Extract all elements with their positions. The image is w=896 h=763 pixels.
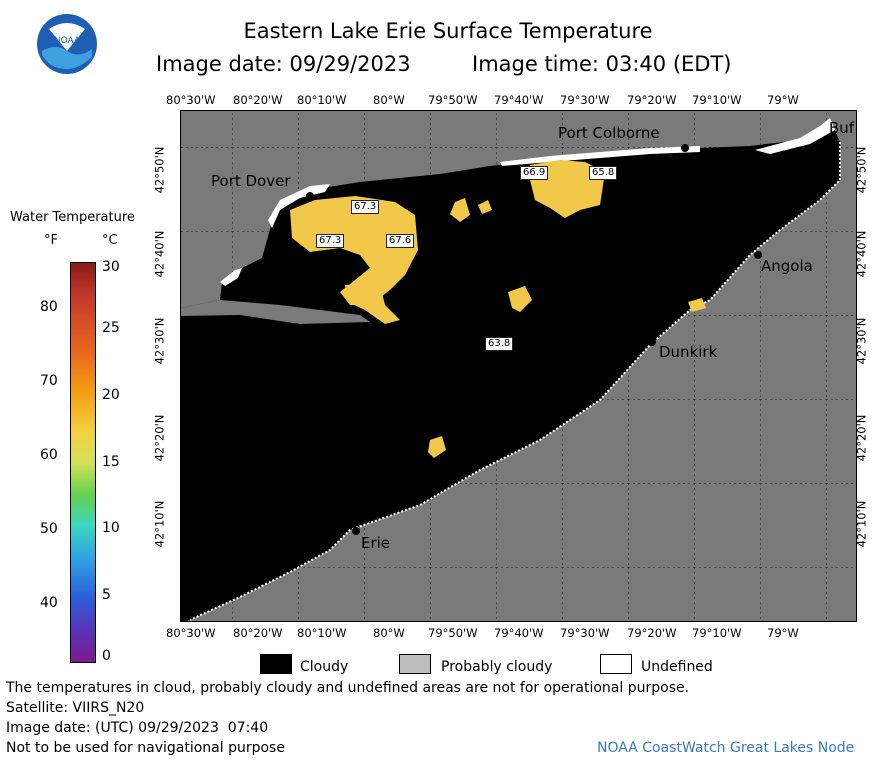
warm-water-patch <box>688 298 706 312</box>
scale-tick-c: 0 <box>102 648 111 664</box>
city-marker <box>352 527 360 535</box>
city-label-erie: Erie <box>361 534 391 552</box>
color-scale-bar <box>70 262 96 663</box>
logo-text: NOAA <box>54 36 81 46</box>
lon-label-bottom: 79°30'W <box>560 626 610 640</box>
lon-label-bottom: 80°W <box>373 626 405 640</box>
lon-label-top: 80°W <box>373 93 405 107</box>
legend-label-probably-cloudy: Probably cloudy <box>441 659 553 675</box>
footer-navigation-note: Not to be used for navigational purpose <box>6 740 285 756</box>
warm-water-patch <box>508 286 532 312</box>
undefined-strip <box>268 184 330 228</box>
legend-swatch-probably-cloudy <box>399 654 431 674</box>
city-marker <box>648 338 656 346</box>
temp-label: 67.3 <box>316 234 345 248</box>
lon-label-top: 80°10'W <box>297 93 347 107</box>
temp-label: 67.6 <box>386 234 415 248</box>
scale-tick-f: 40 <box>40 595 58 611</box>
lon-label-bottom: 79°W <box>767 626 799 640</box>
lon-label-top: 80°20'W <box>233 93 283 107</box>
city-label-angola: Angola <box>761 257 813 275</box>
scale-title: Water Temperature <box>10 210 135 225</box>
lon-label-top: 79°10'W <box>692 93 742 107</box>
lon-label-bottom: 80°10'W <box>297 626 347 640</box>
scale-tick-c: 10 <box>102 520 120 536</box>
lake-map <box>180 110 857 622</box>
lat-label-left: 42°20'N <box>152 414 167 462</box>
scale-unit-c: °C <box>102 233 118 248</box>
probably-cloudy-area <box>180 300 370 324</box>
undefined-strip <box>500 146 700 166</box>
lat-label-left: 42°50'N <box>152 146 167 194</box>
coastline <box>189 142 841 621</box>
map-title: Eastern Lake Erie Surface Temperature <box>243 19 653 43</box>
scale-tick-c: 25 <box>102 320 120 336</box>
scale-tick-f: 70 <box>40 373 58 389</box>
warm-water-patch <box>450 198 470 222</box>
lon-label-bottom: 80°30'W <box>166 626 216 640</box>
city-label-port-colborne: Port Colborne <box>558 124 660 142</box>
scale-tick-f: 60 <box>40 447 58 463</box>
lon-label-bottom: 79°20'W <box>627 626 677 640</box>
scale-tick-c: 15 <box>102 454 120 470</box>
lon-label-top: 79°50'W <box>428 93 478 107</box>
footer-satellite: Satellite: VIIRS_N20 <box>6 700 145 716</box>
temp-label: 66.9 <box>520 166 549 180</box>
image-time: Image time: 03:40 (EDT) <box>472 52 732 76</box>
warm-water-patch <box>428 436 446 458</box>
lon-label-top: 79°30'W <box>560 93 610 107</box>
warm-water-patch <box>290 196 418 305</box>
scale-unit-f: °F <box>44 233 58 248</box>
city-marker <box>754 251 762 259</box>
temp-label: 63.8 <box>485 337 514 351</box>
city-marker <box>824 136 832 144</box>
legend-swatch-cloudy <box>260 654 292 674</box>
scale-tick-f: 50 <box>40 521 58 537</box>
lon-label-top: 79°40'W <box>494 93 544 107</box>
image-date: Image date: 09/29/2023 <box>156 52 411 76</box>
map-frame <box>180 110 857 622</box>
warm-water-patch <box>478 200 492 214</box>
city-label-buffalo: Buf <box>829 119 855 137</box>
undefined-strip <box>755 118 835 154</box>
legend-label-undefined: Undefined <box>641 659 713 675</box>
noaa-logo: NOAA <box>36 13 98 75</box>
temp-label: 67.3 <box>351 200 380 214</box>
scale-tick-f: 80 <box>40 299 58 315</box>
legend-swatch-undefined <box>600 654 632 674</box>
footer-utc-date: Image date: (UTC) 09/29/2023 07:40 <box>6 720 269 736</box>
lon-label-bottom: 79°40'W <box>494 626 544 640</box>
footer-credit: NOAA CoastWatch Great Lakes Node <box>597 740 855 756</box>
footer-disclaimer: The temperatures in cloud, probably clou… <box>6 680 690 696</box>
undefined-strip <box>220 268 242 286</box>
temp-label: 65.8 <box>589 166 618 180</box>
warm-water-patch <box>345 285 400 324</box>
lon-label-bottom: 79°50'W <box>428 626 478 640</box>
lat-label-left: 42°30'N <box>152 317 167 365</box>
lon-label-top: 79°W <box>767 93 799 107</box>
warm-water-patch <box>530 160 605 218</box>
scale-tick-c: 5 <box>102 587 111 603</box>
city-marker <box>681 144 689 152</box>
scale-tick-c: 30 <box>102 259 120 275</box>
city-label-port-dover: Port Dover <box>211 172 291 190</box>
lat-label-left: 42°40'N <box>152 230 167 278</box>
city-marker <box>306 192 314 200</box>
lat-label-left: 42°10'N <box>152 500 167 548</box>
city-label-dunkirk: Dunkirk <box>659 343 718 361</box>
lon-label-bottom: 80°20'W <box>233 626 283 640</box>
lon-label-top: 80°30'W <box>166 93 216 107</box>
scale-tick-c: 20 <box>102 387 120 403</box>
legend-label-cloudy: Cloudy <box>300 659 349 675</box>
lon-label-top: 79°20'W <box>627 93 677 107</box>
lon-label-bottom: 79°10'W <box>692 626 742 640</box>
